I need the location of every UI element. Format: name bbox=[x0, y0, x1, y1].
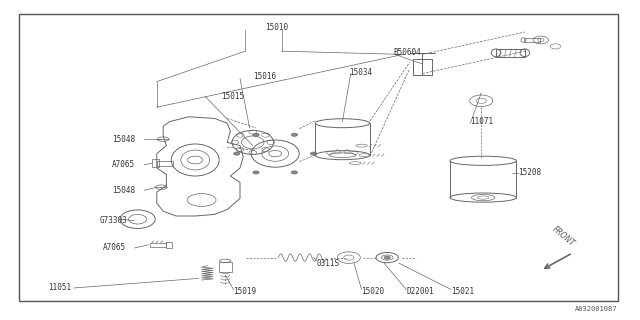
Text: 11071: 11071 bbox=[470, 117, 493, 126]
Bar bbox=[524, 38, 540, 42]
Circle shape bbox=[253, 171, 259, 174]
Bar bbox=[157, 161, 173, 166]
Text: A7065: A7065 bbox=[102, 244, 125, 252]
Circle shape bbox=[384, 256, 390, 259]
Bar bbox=[166, 242, 172, 248]
Text: B50604: B50604 bbox=[394, 48, 421, 57]
Text: G73303: G73303 bbox=[99, 216, 127, 225]
Bar bbox=[219, 262, 232, 272]
Text: 15015: 15015 bbox=[221, 92, 244, 100]
Circle shape bbox=[310, 152, 317, 155]
Text: D22001: D22001 bbox=[406, 287, 434, 296]
Text: FRONT: FRONT bbox=[550, 224, 576, 248]
Circle shape bbox=[291, 133, 298, 136]
Text: A032001087: A032001087 bbox=[575, 306, 618, 312]
Bar bbox=[496, 49, 525, 57]
Bar bbox=[150, 243, 166, 247]
Bar bbox=[413, 59, 432, 75]
Circle shape bbox=[234, 152, 240, 155]
Text: 15020: 15020 bbox=[362, 287, 385, 296]
Text: 15048: 15048 bbox=[112, 135, 135, 144]
Text: 15034: 15034 bbox=[349, 68, 372, 76]
Text: 15208: 15208 bbox=[518, 168, 541, 177]
Bar bbox=[19, 14, 618, 301]
Text: 15021: 15021 bbox=[451, 287, 474, 296]
Text: 15019: 15019 bbox=[234, 287, 257, 296]
Text: 15048: 15048 bbox=[112, 186, 135, 195]
Text: 0311S: 0311S bbox=[317, 260, 340, 268]
Text: 11051: 11051 bbox=[48, 284, 71, 292]
Text: 15016: 15016 bbox=[253, 72, 276, 81]
Circle shape bbox=[291, 171, 298, 174]
Circle shape bbox=[253, 133, 259, 136]
Text: 15010: 15010 bbox=[266, 23, 289, 32]
Bar bbox=[152, 159, 159, 167]
Text: A7065: A7065 bbox=[112, 160, 135, 169]
